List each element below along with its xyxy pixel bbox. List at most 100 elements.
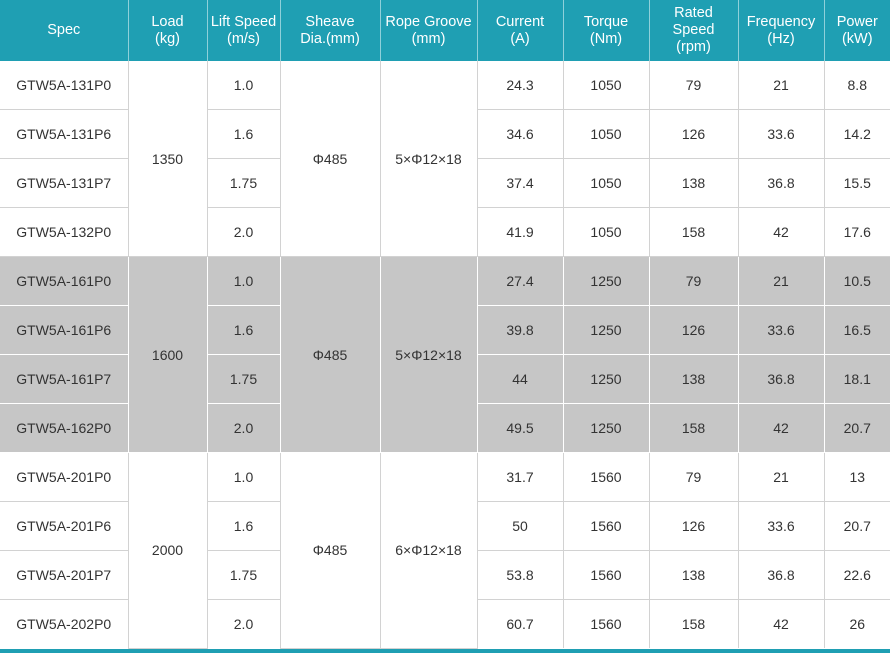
cell-rpm: 138	[649, 550, 739, 600]
header-torque: Torque (Nm)	[563, 0, 650, 61]
cell-speed: 1.75	[207, 158, 281, 208]
cell-torque: 1050	[563, 109, 650, 159]
cell-freq: 36.8	[738, 354, 825, 404]
cell-groove: 5×Φ12×18	[380, 256, 478, 453]
cell-speed: 2.0	[207, 403, 281, 453]
cell-freq: 33.6	[738, 109, 825, 159]
header-current: Current (A)	[477, 0, 564, 61]
cell-spec: GTW5A-131P7	[0, 158, 129, 208]
cell-torque: 1050	[563, 158, 650, 208]
header-spec: Spec	[0, 0, 129, 61]
cell-rpm: 138	[649, 158, 739, 208]
group-1350: GTW5A-131P0 1350 1.0 Φ485 5×Φ12×18 24.3 …	[0, 61, 890, 257]
cell-speed: 1.0	[207, 256, 281, 306]
cell-spec: GTW5A-161P0	[0, 256, 129, 306]
cell-spec: GTW5A-201P7	[0, 550, 129, 600]
cell-rpm: 79	[649, 61, 739, 110]
cell-speed: 1.75	[207, 354, 281, 404]
cell-power: 18.1	[824, 354, 890, 404]
cell-current: 49.5	[477, 403, 564, 453]
cell-torque: 1560	[563, 452, 650, 502]
header-rated-speed: Rated Speed (rpm)	[649, 0, 739, 61]
cell-current: 60.7	[477, 599, 564, 648]
cell-current: 27.4	[477, 256, 564, 306]
cell-power: 22.6	[824, 550, 890, 600]
cell-power: 20.7	[824, 501, 890, 551]
cell-rpm: 79	[649, 256, 739, 306]
cell-power: 16.5	[824, 305, 890, 355]
cell-torque: 1050	[563, 207, 650, 257]
cell-torque: 1050	[563, 61, 650, 110]
cell-spec: GTW5A-161P7	[0, 354, 129, 404]
cell-speed: 1.0	[207, 452, 281, 502]
table-row: GTW5A-201P0 2000 1.0 Φ485 6×Φ12×18 31.7 …	[0, 452, 890, 649]
cell-torque: 1250	[563, 354, 650, 404]
cell-load: 1600	[128, 256, 208, 453]
cell-load: 1350	[128, 61, 208, 257]
cell-freq: 42	[738, 403, 825, 453]
cell-freq: 36.8	[738, 158, 825, 208]
cell-current: 39.8	[477, 305, 564, 355]
cell-power: 10.5	[824, 256, 890, 306]
group-2000: GTW5A-201P0 2000 1.0 Φ485 6×Φ12×18 31.7 …	[0, 452, 890, 649]
cell-sheave: Φ485	[280, 452, 381, 649]
cell-freq: 33.6	[738, 305, 825, 355]
cell-freq: 42	[738, 207, 825, 257]
cell-torque: 1250	[563, 403, 650, 453]
header-row: Spec Load (kg) Lift Speed (m/s) Sheave Dia.…	[0, 0, 890, 61]
cell-groove: 6×Φ12×18	[380, 452, 478, 649]
table-row: GTW5A-161P7 1.75 44 1250 138 36.8 18.1	[0, 354, 890, 404]
cell-load: 2000	[128, 452, 208, 649]
cell-spec: GTW5A-162P0	[0, 403, 129, 453]
cell-speed: 1.0	[207, 61, 281, 110]
cell-rpm: 126	[649, 501, 739, 551]
cell-torque: 1560	[563, 550, 650, 600]
cell-spec: GTW5A-132P0	[0, 207, 129, 257]
table-row: GTW5A-161P0 1600 1.0 Φ485 5×Φ12×18 27.4 …	[0, 256, 890, 453]
cell-rpm: 158	[649, 403, 739, 453]
table-row: GTW5A-131P0 1350 1.0 Φ485 5×Φ12×18 24.3 …	[0, 61, 890, 257]
cell-groove: 5×Φ12×18	[380, 61, 478, 257]
cell-power: 15.5	[824, 158, 890, 208]
cell-torque: 1560	[563, 501, 650, 551]
cell-power: 8.8	[824, 61, 890, 110]
header-rope-groove: Rope Groove (mm)	[380, 0, 478, 61]
cell-speed: 2.0	[207, 207, 281, 257]
cell-torque: 1250	[563, 305, 650, 355]
table-row: GTW5A-131P6 1.6 34.6 1050 126 33.6 14.2	[0, 109, 890, 159]
cell-power: 17.6	[824, 207, 890, 257]
cell-spec: GTW5A-131P6	[0, 109, 129, 159]
cell-speed: 2.0	[207, 599, 281, 648]
cell-current: 53.8	[477, 550, 564, 600]
cell-current: 31.7	[477, 452, 564, 502]
cell-spec: GTW5A-201P0	[0, 452, 129, 502]
table-row: GTW5A-132P0 2.0 41.9 1050 158 42 17.6	[0, 207, 890, 257]
cell-rpm: 79	[649, 452, 739, 502]
cell-spec: GTW5A-201P6	[0, 501, 129, 551]
cell-rpm: 138	[649, 354, 739, 404]
group-1600: GTW5A-161P0 1600 1.0 Φ485 5×Φ12×18 27.4 …	[0, 256, 890, 453]
cell-rpm: 126	[649, 109, 739, 159]
cell-freq: 33.6	[738, 501, 825, 551]
table-row: GTW5A-202P0 2.0 60.7 1560 158 42 26	[0, 599, 890, 648]
cell-rpm: 126	[649, 305, 739, 355]
table-row: GTW5A-201P7 1.75 53.8 1560 138 36.8 22.6	[0, 550, 890, 600]
cell-speed: 1.6	[207, 305, 281, 355]
header-lift-speed: Lift Speed (m/s)	[207, 0, 281, 61]
cell-spec: GTW5A-131P0	[0, 61, 129, 110]
cell-freq: 21	[738, 256, 825, 306]
cell-spec: GTW5A-202P0	[0, 599, 129, 648]
cell-speed: 1.75	[207, 550, 281, 600]
cell-freq: 21	[738, 61, 825, 110]
header-power: Power (kW)	[824, 0, 890, 61]
cell-current: 37.4	[477, 158, 564, 208]
cell-freq: 36.8	[738, 550, 825, 600]
table-row: GTW5A-131P7 1.75 37.4 1050 138 36.8 15.5	[0, 158, 890, 208]
cell-current: 44	[477, 354, 564, 404]
cell-rpm: 158	[649, 599, 739, 648]
cell-current: 41.9	[477, 207, 564, 257]
cell-power: 13	[824, 452, 890, 502]
cell-current: 50	[477, 501, 564, 551]
table-row: GTW5A-161P6 1.6 39.8 1250 126 33.6 16.5	[0, 305, 890, 355]
